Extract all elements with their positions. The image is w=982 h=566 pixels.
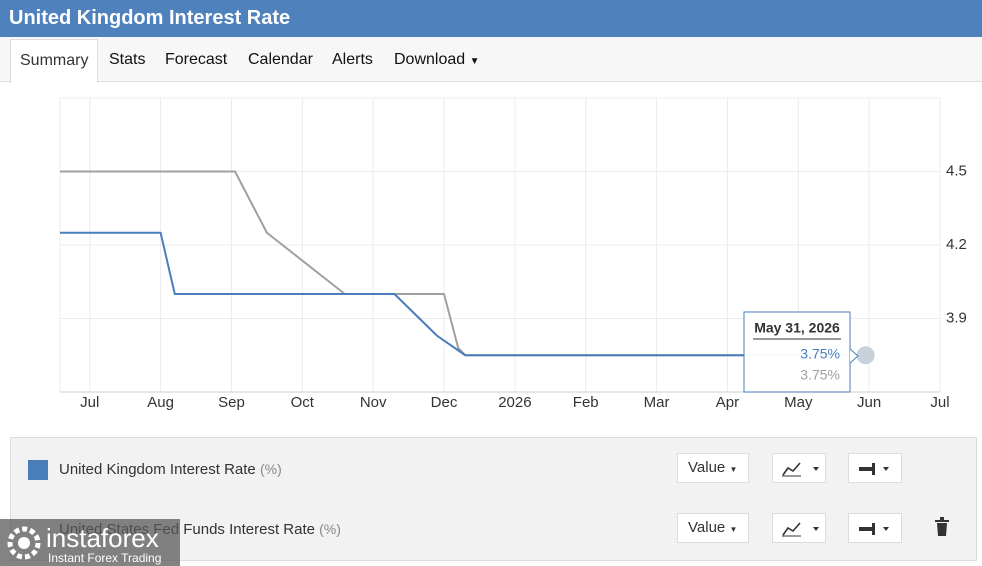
x-tick-label: Oct [291,394,315,411]
series-unit: (%) [259,461,282,477]
legend-entry[interactable]: United Kingdom Interest Rate (%) [59,461,282,478]
y-tick-label: 4.5 [946,162,967,179]
tooltip-value: 3.75% [800,367,840,383]
dropdown-label: Value [688,459,726,476]
x-tick-label: Jul [930,394,949,411]
axis-button[interactable] [848,513,902,543]
tab[interactable]: Forecast [165,51,228,68]
tab[interactable]: Calendar [248,51,313,68]
series-name: United Kingdom Interest Rate [59,461,256,478]
x-tick-label: 2026 [498,394,531,411]
tooltip-pointer [849,348,859,364]
tab-bar: Summary Stats Forecast Calendar Alerts D… [0,37,982,83]
delete-button[interactable] [934,517,950,537]
tab[interactable]: Alerts [332,51,373,68]
x-tick-label: May [784,394,813,411]
tooltip-title: May 31, 2026 [754,320,840,336]
dropdown-label: Value [688,519,726,536]
hover-marker [856,346,875,365]
y-tick-label: 4.2 [946,236,967,253]
watermark-tagline: Instant Forex Trading [48,551,162,565]
tab-label[interactable]: Download [394,51,466,68]
header-title: United Kingdom Interest Rate [0,0,982,37]
watermark-brand: instaforex [46,523,159,553]
series-line [60,231,866,357]
series-unit: (%) [319,521,341,537]
watermark: instaforex Instant Forex Trading [0,519,180,566]
x-tick-label: Sep [218,394,245,411]
x-tick-label: Apr [716,394,739,411]
axis-button[interactable] [848,453,902,483]
value-dropdown[interactable]: Value ▼ [677,453,749,483]
x-tick-label: Jun [857,394,881,411]
tab[interactable]: Summary [10,39,99,83]
x-tick-label: Jul [80,394,99,411]
legend-swatch [28,460,48,480]
chart-type-button[interactable] [772,513,826,543]
x-tick-label: Dec [431,394,458,411]
legend-panel: United Kingdom Interest Rate (%) United … [10,437,977,561]
x-tick-label: Mar [644,394,670,411]
y-tick-label: 3.9 [946,309,967,326]
chart-type-button[interactable] [772,453,826,483]
x-tick-label: Nov [360,394,387,411]
x-tick-label: Aug [147,394,174,411]
tooltip: May 31, 2026 3.75% 3.75% [743,311,859,393]
tooltip-value: 3.75% [800,346,840,362]
tab[interactable]: Download ▼ [394,37,480,82]
tab[interactable]: Stats [109,51,146,68]
tooltip-box [743,311,851,393]
value-dropdown[interactable]: Value ▼ [677,513,749,543]
caret: ▼ [469,56,480,67]
x-tick-label: Feb [573,394,599,411]
watermark-logo [7,526,41,560]
chart: Jul Aug Sep Oct Nov Dec 2026 Feb Mar Apr May Jun Jul… [59,97,967,411]
